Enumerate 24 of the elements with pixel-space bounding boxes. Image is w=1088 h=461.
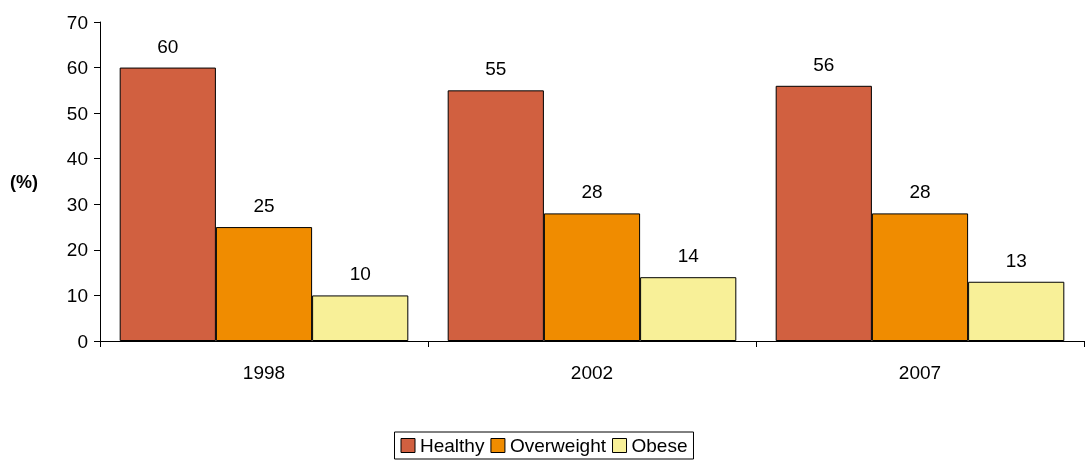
data-label: 14 (677, 245, 700, 267)
legend-label: Overweight (509, 435, 607, 456)
y-tick-label: 20 (66, 239, 88, 261)
data-label: 10 (349, 263, 371, 285)
x-tick-label: 2007 (898, 362, 942, 383)
y-tick-label: 0 (77, 330, 88, 352)
y-tick-label: 10 (66, 284, 88, 306)
legend-label: Healthy (420, 435, 485, 456)
y-axis-title: (%) (10, 171, 38, 192)
y-tick-label: 50 (66, 102, 88, 124)
legend-label: Obese (631, 435, 688, 456)
data-label: 28 (909, 181, 931, 203)
x-tick-label: 1998 (242, 362, 286, 383)
data-label: 28 (581, 181, 603, 203)
data-label: 13 (1005, 249, 1027, 271)
data-label: 55 (485, 58, 507, 80)
y-tick-label: 30 (66, 193, 88, 215)
x-tick-label: 2002 (570, 362, 614, 383)
y-tick-label: 40 (66, 148, 88, 170)
data-label: 56 (813, 53, 835, 75)
data-label: 60 (157, 35, 179, 57)
y-tick-label: 60 (66, 57, 88, 79)
data-label: 25 (253, 195, 275, 217)
y-tick-label: 70 (66, 11, 88, 33)
